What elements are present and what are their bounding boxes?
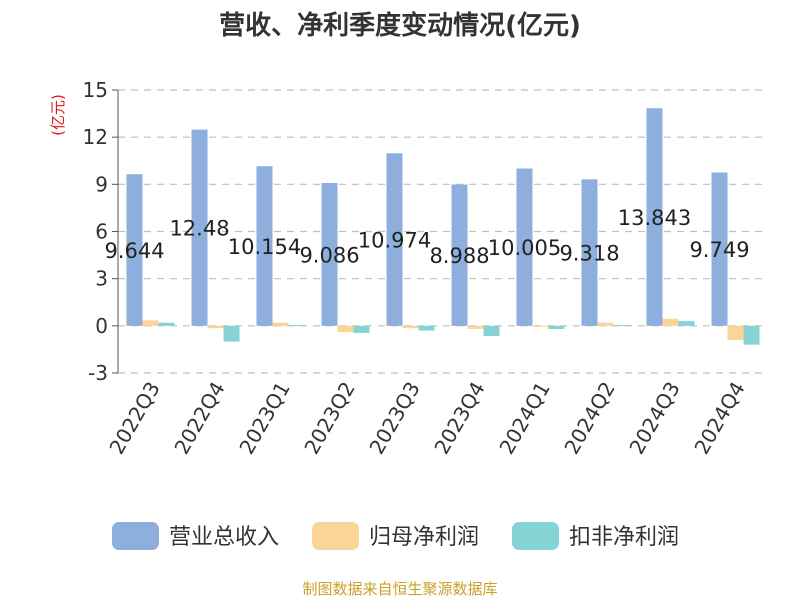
y-tick-label: 6 <box>95 220 108 244</box>
bar-net-profit <box>662 318 679 326</box>
bar-deducted-net-profit <box>288 325 305 327</box>
y-tick-label: 12 <box>83 125 108 149</box>
bar-deducted-net-profit <box>548 325 565 329</box>
bar-deducted-net-profit <box>223 325 240 342</box>
bar-net-profit <box>272 322 289 326</box>
legend-label: 归母净利润 <box>369 525 479 550</box>
legend-label: 扣非净利润 <box>569 525 679 550</box>
legend: 营业总收入 归母净利润 扣非净利润 <box>112 522 679 550</box>
data-label: 9.318 <box>559 242 619 266</box>
data-label: 9.644 <box>104 239 164 263</box>
bar-deducted-net-profit <box>483 325 500 337</box>
x-tick-label: 2022Q4 <box>169 378 229 459</box>
chart-title: 营收、净利季度变动情况(亿元) <box>219 10 581 41</box>
bar-net-profit <box>337 325 354 333</box>
bar-deducted-net-profit <box>613 325 630 327</box>
x-tick-label: 2023Q4 <box>429 378 489 459</box>
bar-revenue <box>711 172 728 326</box>
data-label: 10.974 <box>358 229 431 253</box>
data-label: 10.154 <box>228 235 301 259</box>
bar-net-profit <box>402 325 419 329</box>
data-label: 10.005 <box>488 236 561 260</box>
data-labels: 9.64412.4810.1549.08610.9748.98810.0059.… <box>104 206 749 268</box>
legend-swatch <box>312 522 359 550</box>
bar-net-profit <box>467 325 484 329</box>
y-tick-label: 3 <box>95 267 108 291</box>
x-axis-ticks: 2022Q3 2022Q4 2023Q1 2023Q2 2023Q3 2023Q4 2024… <box>104 378 749 459</box>
x-tick-label: 2024Q4 <box>689 378 749 459</box>
y-axis: -3 0 3 6 9 12 15 <box>83 78 119 385</box>
bar-deducted-net-profit <box>743 325 760 345</box>
legend-swatch <box>112 522 159 550</box>
x-tick-label: 2023Q3 <box>364 378 424 459</box>
bar-deducted-net-profit <box>158 322 175 326</box>
y-tick-label: 0 <box>95 314 108 338</box>
bars <box>126 108 760 345</box>
bar-net-profit <box>142 320 159 326</box>
bar-revenue <box>451 184 468 326</box>
bar-deducted-net-profit <box>418 325 435 331</box>
data-label: 8.988 <box>429 244 489 268</box>
bar-revenue <box>386 153 403 326</box>
bar-revenue <box>646 108 663 326</box>
data-label: 9.086 <box>299 243 359 267</box>
legend-swatch <box>512 522 559 550</box>
bar-revenue <box>581 179 598 326</box>
x-tick-label: 2022Q3 <box>104 378 164 459</box>
bar-deducted-net-profit <box>678 321 695 326</box>
bar-net-profit <box>597 322 614 326</box>
bar-deducted-net-profit <box>353 325 370 333</box>
bar-revenue <box>321 182 338 326</box>
bar-revenue <box>516 168 533 326</box>
y-tick-label: 9 <box>95 172 108 196</box>
legend-label: 营业总收入 <box>169 525 279 550</box>
bar-net-profit <box>207 325 224 329</box>
bar-net-profit <box>532 325 549 327</box>
x-tick-label: 2023Q2 <box>299 378 359 459</box>
data-label: 13.843 <box>618 206 691 230</box>
y-tick-label: -3 <box>88 361 108 385</box>
bar-revenue <box>126 174 143 326</box>
x-tick-label: 2023Q1 <box>234 378 294 459</box>
source-note: 制图数据来自恒生聚源数据库 <box>302 580 497 598</box>
y-tick-label: 15 <box>83 78 108 102</box>
x-tick-label: 2024Q2 <box>559 378 619 459</box>
bar-net-profit <box>727 325 744 340</box>
bar-revenue <box>191 129 208 326</box>
y-axis-unit: (亿元) <box>49 94 67 136</box>
x-tick-label: 2024Q3 <box>624 378 684 459</box>
x-tick-label: 2024Q1 <box>494 378 554 459</box>
bar-revenue <box>256 166 273 326</box>
data-label: 12.48 <box>169 217 229 241</box>
data-label: 9.749 <box>689 238 749 262</box>
